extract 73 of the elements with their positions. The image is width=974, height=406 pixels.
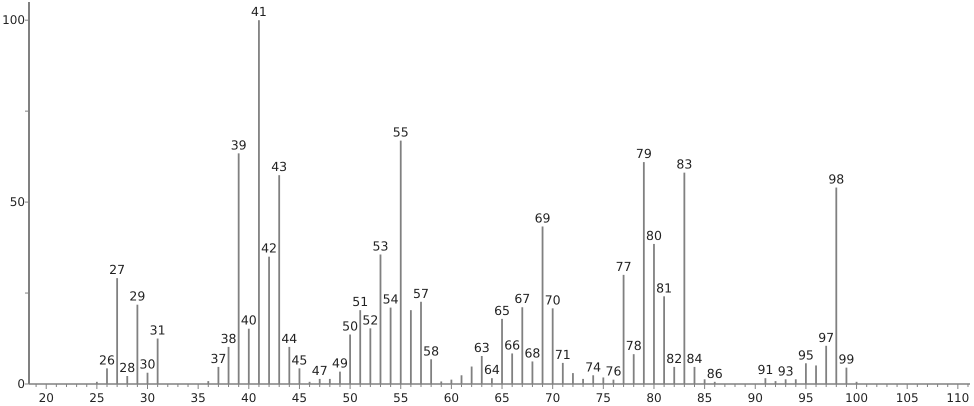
annotation: 53 (372, 238, 388, 254)
x-tick-label: 45 (292, 391, 308, 405)
y-tick-label: 100 (2, 13, 25, 28)
annotation: 99 (838, 352, 854, 367)
annotation: 70 (544, 292, 561, 308)
x-tick-label: 65 (494, 391, 510, 405)
x-tick-label: 60 (444, 391, 460, 405)
x-tick-label: 30 (140, 391, 156, 405)
annotation: 55 (392, 124, 409, 140)
annotation: 98 (828, 172, 844, 187)
annotation: 31 (150, 322, 166, 338)
annotation: 77 (616, 258, 632, 274)
x-tick-label: 25 (89, 391, 105, 405)
x-tick-label: 110 (946, 391, 970, 405)
annotation: 57 (413, 286, 429, 301)
annotation: 44 (281, 330, 298, 346)
annotation: 66 (504, 337, 520, 352)
y-tick-label: 50 (10, 195, 25, 210)
annotation: 74 (585, 359, 602, 374)
annotation: 41 (250, 4, 267, 20)
x-tick-label: 40 (241, 391, 256, 405)
annotation: 93 (778, 363, 794, 378)
annotation: 65 (494, 302, 510, 318)
annotation: 54 (382, 292, 399, 307)
annotation: 81 (656, 280, 672, 296)
annotation: 78 (626, 338, 642, 354)
annotation: 63 (474, 340, 490, 355)
x-tick-label: 20 (38, 391, 54, 405)
annotation: 95 (798, 347, 814, 362)
annotation: 97 (818, 330, 834, 345)
annotation: 30 (140, 356, 156, 372)
annotation: 91 (757, 362, 774, 378)
x-tick-label: 105 (896, 391, 919, 405)
annotation: 51 (352, 294, 368, 310)
annotation: 76 (606, 364, 622, 379)
x-tick-label: 50 (342, 391, 358, 405)
annotation: 86 (706, 366, 723, 381)
annotation: 37 (210, 350, 226, 366)
annotation: 58 (423, 343, 440, 358)
x-tick-label: 85 (696, 391, 712, 405)
annotation: 84 (686, 350, 702, 366)
annotation: 50 (342, 318, 358, 334)
x-tick-label: 70 (545, 391, 560, 405)
annotation: 42 (261, 240, 278, 256)
x-tick-label: 75 (596, 391, 611, 405)
annotation: 47 (312, 362, 328, 378)
annotation: 43 (271, 159, 288, 174)
annotation: 26 (99, 352, 115, 368)
annotation: 82 (666, 350, 682, 366)
annotation: 80 (646, 228, 662, 243)
x-tick-label: 95 (798, 391, 814, 405)
annotation: 49 (332, 356, 348, 371)
x-tick-label: 35 (190, 391, 206, 405)
annotation: 28 (119, 360, 136, 375)
annotation: 64 (484, 362, 500, 378)
x-tick-label: 55 (393, 391, 408, 405)
annotation: 27 (109, 262, 126, 278)
y-tick-label: 0 (17, 377, 25, 391)
x-tick-label: 100 (845, 391, 868, 405)
annotation: 79 (636, 146, 652, 162)
x-tick-label: 80 (646, 391, 662, 405)
annotation: 45 (291, 352, 308, 368)
annotation: 29 (129, 288, 146, 304)
annotation: 83 (676, 156, 692, 172)
annotation: 69 (534, 210, 551, 226)
x-tick-label: 90 (748, 391, 763, 405)
annotation: 52 (362, 312, 378, 328)
annotation: 68 (524, 345, 540, 360)
annotation: 39 (230, 137, 247, 152)
annotation: 71 (554, 346, 571, 362)
annotation: 38 (220, 330, 237, 346)
annotation: 40 (240, 312, 257, 328)
annotation: 67 (514, 291, 530, 306)
